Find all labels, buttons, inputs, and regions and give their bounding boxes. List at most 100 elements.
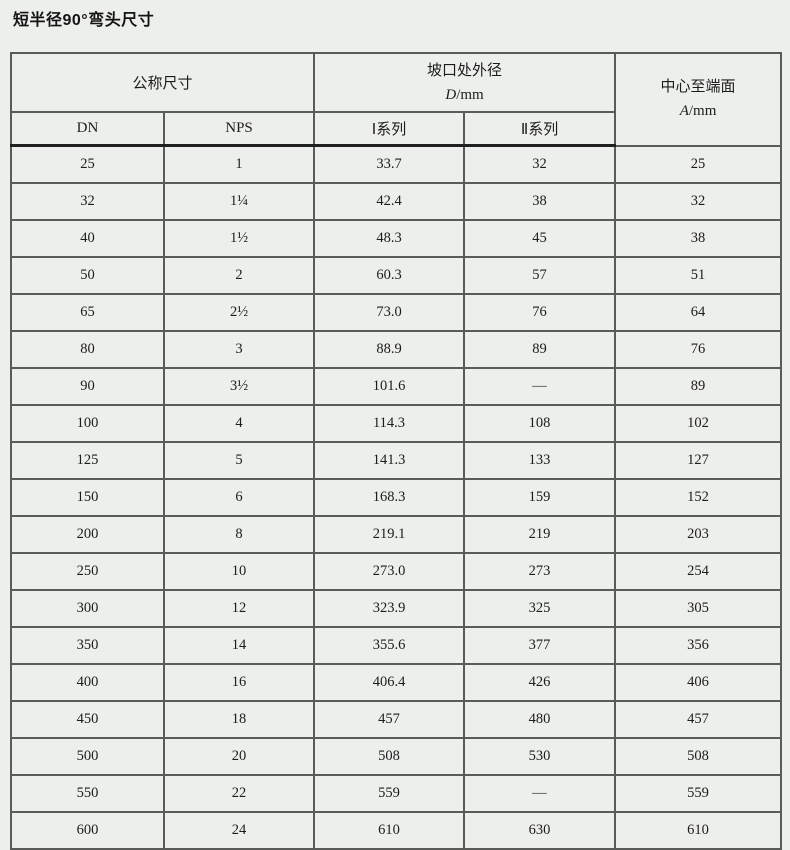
table-cell: 102 (614, 404, 783, 443)
table-row: 100 4 114.3 108 102 (10, 404, 783, 443)
table-cell: 60.3 (313, 256, 466, 295)
table-cell: 457 (313, 700, 466, 739)
table-cell: 141.3 (313, 441, 466, 480)
header-center-to-end-unit: A/mm (616, 99, 780, 123)
table-cell: 323.9 (313, 589, 466, 628)
center-to-end-unit-text: /mm (688, 103, 717, 120)
table-cell: 355.6 (313, 626, 466, 665)
table-cell: 80 (10, 330, 165, 369)
table-cell: 1 (162, 144, 316, 184)
table-cell: 125 (10, 441, 165, 480)
table-cell: 610 (313, 811, 466, 850)
table-cell: 559 (614, 774, 783, 813)
table-cell: 500 (10, 737, 165, 776)
table-cell: 3 (162, 330, 316, 369)
table-cell: 2½ (162, 293, 316, 332)
table-cell: 32 (10, 182, 165, 221)
table-cell: 90 (10, 367, 165, 406)
table-cell: 530 (463, 737, 617, 776)
table-cell: 325 (463, 589, 617, 628)
table-cell: 457 (614, 700, 783, 739)
table-cell: 273.0 (313, 552, 466, 591)
table-row: 300 12 323.9 325 305 (10, 589, 783, 628)
table-cell: 48.3 (313, 219, 466, 258)
table-cell: 550 (10, 774, 165, 813)
table-row: 25 1 33.7 32 25 (10, 144, 783, 184)
table-cell: 65 (10, 293, 165, 332)
table-cell: 5 (162, 441, 316, 480)
table-cell: 152 (614, 478, 783, 517)
table-cell: 45 (463, 219, 617, 258)
header-outer-diameter-title: 坡口处外径 (427, 62, 503, 79)
header-dn: DN (10, 111, 165, 147)
table-cell: 8 (162, 515, 316, 554)
table-cell: 38 (614, 219, 783, 258)
table-row: 450 18 457 480 457 (10, 700, 783, 739)
table-row: 350 14 355.6 377 356 (10, 626, 783, 665)
table-cell: 127 (614, 441, 783, 480)
table-cell: 400 (10, 663, 165, 702)
table-cell: 16 (162, 663, 316, 702)
outer-diameter-unit-text: /mm (456, 86, 484, 103)
elbow-dimensions-table: 公称尺寸 坡口处外径 D/mm 中心至端面 A/mm DN NPS Ⅰ系列 Ⅱ系… (9, 52, 783, 850)
header-outer-diameter: 坡口处外径 D/mm (313, 52, 617, 113)
table-row: 80 3 88.9 89 76 (10, 330, 783, 369)
table-cell: 508 (614, 737, 783, 776)
table-cell: — (463, 774, 617, 813)
header-row-groups: 公称尺寸 坡口处外径 D/mm 中心至端面 A/mm (9, 52, 783, 147)
table-cell: 100 (10, 404, 165, 443)
table-cell: 254 (614, 552, 783, 591)
table-cell: 18 (162, 700, 316, 739)
table-cell: 6 (162, 478, 316, 517)
table-cell: 73.0 (313, 293, 466, 332)
table-cell: 89 (614, 367, 783, 406)
table-cell: 32 (463, 144, 617, 184)
table-cell: 450 (10, 700, 165, 739)
table-cell: 610 (614, 811, 783, 850)
table-cell: 133 (463, 441, 617, 480)
table-cell: 25 (614, 144, 783, 184)
table-cell: 150 (10, 478, 165, 517)
header-nominal-size: 公称尺寸 (9, 52, 316, 113)
center-to-end-symbol: A (679, 103, 689, 120)
table-row: 50 2 60.3 57 51 (10, 256, 783, 295)
table-row: 150 6 168.3 159 152 (10, 478, 783, 517)
table-cell: 10 (162, 552, 316, 591)
table-cell: 508 (313, 737, 466, 776)
header-series-2: Ⅱ系列 (463, 111, 617, 147)
outer-diameter-symbol: D (445, 86, 457, 103)
table-cell: 64 (614, 293, 783, 332)
header-series-1: Ⅰ系列 (313, 111, 466, 147)
table-cell: 42.4 (313, 182, 466, 221)
header-center-to-end-title: 中心至端面 (660, 79, 736, 96)
table-row: 32 1¼ 42.4 38 32 (10, 182, 783, 221)
table-cell: 50 (10, 256, 165, 295)
table-body: 25 1 33.7 32 25 32 1¼ 42.4 38 32 40 1½ 48.3 45 38 50 2 60… (10, 144, 783, 850)
table-cell: 200 (10, 515, 165, 554)
table-cell: 203 (614, 515, 783, 554)
table-row: 125 5 141.3 133 127 (10, 441, 783, 480)
table-cell: — (463, 367, 617, 406)
table-cell: 480 (463, 700, 617, 739)
table-cell: 377 (463, 626, 617, 665)
table-cell: 25 (10, 144, 165, 184)
table-cell: 33.7 (313, 144, 466, 184)
table-cell: 3½ (162, 367, 316, 406)
table-cell: 32 (614, 182, 783, 221)
header-center-to-end: 中心至端面 A/mm (614, 52, 783, 147)
table-cell: 168.3 (313, 478, 466, 517)
table-cell: 24 (162, 811, 316, 850)
header-outer-diameter-unit: D/mm (315, 83, 614, 107)
table-cell: 76 (463, 293, 617, 332)
table-cell: 89 (463, 330, 617, 369)
table-cell: 559 (313, 774, 466, 813)
table-cell: 305 (614, 589, 783, 628)
table-row: 600 24 610 630 610 (10, 811, 783, 850)
table-row: 400 16 406.4 426 406 (10, 663, 783, 702)
table-cell: 600 (10, 811, 165, 850)
table-row: 90 3½ 101.6—89 (10, 367, 783, 406)
table-cell: 14 (162, 626, 316, 665)
table-cell: 38 (463, 182, 617, 221)
table-row: 500 20 508 530 508 (10, 737, 783, 776)
table-cell: 630 (463, 811, 617, 850)
